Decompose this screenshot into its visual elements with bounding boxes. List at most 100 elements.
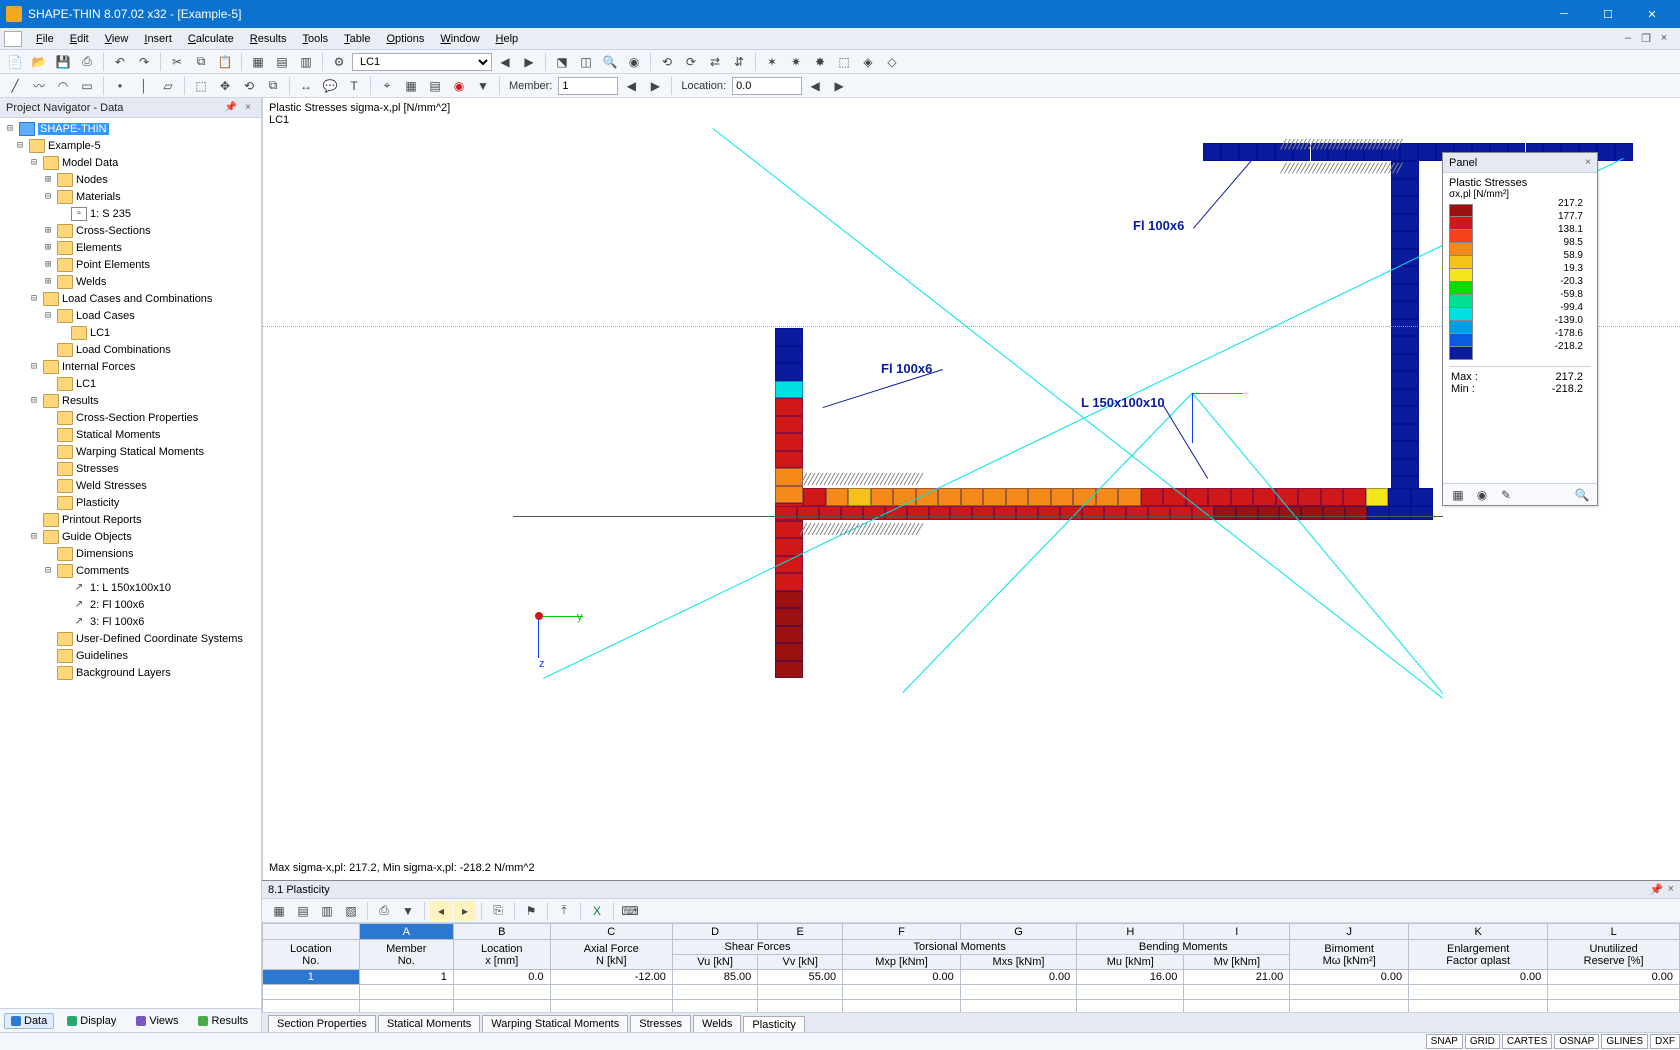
tree-node[interactable]: LC1 bbox=[0, 375, 261, 392]
legend-button[interactable]: ▼ bbox=[472, 76, 494, 96]
legend-foot-3-button[interactable]: ✎ bbox=[1495, 485, 1517, 505]
new-button[interactable]: 📄 bbox=[4, 52, 26, 72]
location-prev-button[interactable]: ◀ bbox=[804, 76, 826, 96]
saveall-button[interactable]: ⎙ bbox=[76, 52, 98, 72]
rotate-button[interactable]: ⟲ bbox=[238, 76, 260, 96]
tool-e-button[interactable]: ✶ bbox=[761, 52, 783, 72]
minimize-button[interactable]: ─ bbox=[1542, 0, 1586, 28]
grid-excel-button[interactable]: X bbox=[586, 901, 608, 921]
menu-options[interactable]: Options bbox=[378, 31, 432, 47]
app-menu-icon[interactable] bbox=[4, 31, 22, 47]
location-next-button[interactable]: ▶ bbox=[828, 76, 850, 96]
cut-button[interactable]: ✂ bbox=[166, 52, 188, 72]
tree-node[interactable]: Stresses bbox=[0, 460, 261, 477]
tree-node[interactable]: User-Defined Coordinate Systems bbox=[0, 630, 261, 647]
results-tab-welds[interactable]: Welds bbox=[693, 1015, 741, 1032]
grid-calc-button[interactable]: ⌨ bbox=[619, 901, 641, 921]
view-xy-button[interactable]: ⬔ bbox=[551, 52, 573, 72]
grid-t8-button[interactable]: ▸ bbox=[454, 901, 476, 921]
tree-node[interactable]: Printout Reports bbox=[0, 511, 261, 528]
move-button[interactable]: ✥ bbox=[214, 76, 236, 96]
results-close-icon[interactable]: × bbox=[1668, 883, 1674, 896]
nav-tab-views[interactable]: Views bbox=[129, 1013, 185, 1029]
tool-g-button[interactable]: ✸ bbox=[809, 52, 831, 72]
color-button[interactable]: ◉ bbox=[448, 76, 470, 96]
tree-node[interactable]: Warping Statical Moments bbox=[0, 443, 261, 460]
menu-calculate[interactable]: Calculate bbox=[180, 31, 242, 47]
tree-node[interactable]: ↗2: Fl 100x6 bbox=[0, 596, 261, 613]
pin-icon[interactable]: 📌 bbox=[221, 102, 241, 113]
draw-pline-button[interactable]: 〰 bbox=[28, 76, 50, 96]
lc-prev-button[interactable]: ◀ bbox=[494, 52, 516, 72]
wizard-button[interactable]: ⚙ bbox=[328, 52, 350, 72]
select-button[interactable]: ⬚ bbox=[190, 76, 212, 96]
comment-button[interactable]: 💬 bbox=[319, 76, 341, 96]
legend-foot-1-button[interactable]: ▦ bbox=[1447, 485, 1469, 505]
tree-node[interactable]: ↗1: L 150x100x10 bbox=[0, 579, 261, 596]
legend-title-bar[interactable]: Panel × bbox=[1443, 153, 1597, 173]
tree-node[interactable]: LC1 bbox=[0, 324, 261, 341]
paste-button[interactable]: 📋 bbox=[214, 52, 236, 72]
menu-insert[interactable]: Insert bbox=[136, 31, 180, 47]
tree-node[interactable]: Weld Stresses bbox=[0, 477, 261, 494]
navigator-button[interactable]: ▥ bbox=[295, 52, 317, 72]
member-prev-button[interactable]: ◀ bbox=[620, 76, 642, 96]
tree-node[interactable]: ⊟Load Cases bbox=[0, 307, 261, 324]
draw-surface-button[interactable]: ▱ bbox=[157, 76, 179, 96]
member-input[interactable] bbox=[558, 77, 618, 95]
save-button[interactable]: 💾 bbox=[52, 52, 74, 72]
grid-t4-button[interactable]: ▧ bbox=[340, 901, 362, 921]
mesh-button[interactable]: ▤ bbox=[424, 76, 446, 96]
grid-flag-button[interactable]: ⚑ bbox=[520, 901, 542, 921]
tree-node[interactable]: Guidelines bbox=[0, 647, 261, 664]
tree-node[interactable]: Load Combinations bbox=[0, 341, 261, 358]
draw-line-button[interactable]: ╱ bbox=[4, 76, 26, 96]
legend-close-icon[interactable]: × bbox=[1585, 157, 1591, 168]
draw-rect-button[interactable]: ▭ bbox=[76, 76, 98, 96]
tree-node[interactable]: ⊞Elements bbox=[0, 239, 261, 256]
snap-snap[interactable]: SNAP bbox=[1426, 1034, 1463, 1049]
legend-panel[interactable]: Panel × Plastic Stresses σx,pl [N/mm²] 2… bbox=[1442, 152, 1598, 506]
grid-t3-button[interactable]: ▥ bbox=[316, 901, 338, 921]
tree-node[interactable]: Statical Moments bbox=[0, 426, 261, 443]
redo-button[interactable]: ↷ bbox=[133, 52, 155, 72]
navigator-tree[interactable]: ⊟SHAPE-THIN⊟Example-5⊟Model Data⊞Nodes⊟M… bbox=[0, 118, 261, 1008]
menu-help[interactable]: Help bbox=[488, 31, 527, 47]
results-tab-warping-statical-moments[interactable]: Warping Statical Moments bbox=[482, 1015, 628, 1032]
tool-c-button[interactable]: ⇄ bbox=[704, 52, 726, 72]
tree-node[interactable]: ⊟Results bbox=[0, 392, 261, 409]
draw-node-button[interactable]: • bbox=[109, 76, 131, 96]
tree-node[interactable]: Background Layers bbox=[0, 664, 261, 681]
menu-view[interactable]: View bbox=[97, 31, 137, 47]
tool-b-button[interactable]: ⟳ bbox=[680, 52, 702, 72]
grid-top-button[interactable]: ⤒ bbox=[553, 901, 575, 921]
tree-node[interactable]: ⊟Internal Forces bbox=[0, 358, 261, 375]
tree-node[interactable]: Dimensions bbox=[0, 545, 261, 562]
tree-node[interactable]: ⊞Nodes bbox=[0, 171, 261, 188]
menu-results[interactable]: Results bbox=[242, 31, 295, 47]
tree-node[interactable]: ⊞Cross-Sections bbox=[0, 222, 261, 239]
undo-button[interactable]: ↶ bbox=[109, 52, 131, 72]
tree-node[interactable]: ⊞Welds bbox=[0, 273, 261, 290]
member-next-button[interactable]: ▶ bbox=[644, 76, 666, 96]
mdi-restore-icon[interactable]: ❐ bbox=[1638, 32, 1654, 45]
snap-dxf[interactable]: DXF bbox=[1650, 1034, 1680, 1049]
menu-file[interactable]: File bbox=[28, 31, 62, 47]
open-button[interactable]: 📂 bbox=[28, 52, 50, 72]
tree-node[interactable]: Plasticity bbox=[0, 494, 261, 511]
menu-tools[interactable]: Tools bbox=[294, 31, 336, 47]
tree-node[interactable]: ⊟Model Data bbox=[0, 154, 261, 171]
tree-node[interactable]: ⊟Comments bbox=[0, 562, 261, 579]
cs-button[interactable]: ⌖ bbox=[376, 76, 398, 96]
snap-cartes[interactable]: CARTES bbox=[1502, 1034, 1552, 1049]
render-button[interactable]: ◉ bbox=[623, 52, 645, 72]
table-button[interactable]: ▤ bbox=[271, 52, 293, 72]
results-tab-plasticity[interactable]: Plasticity bbox=[743, 1016, 804, 1033]
navigator-close-icon[interactable]: × bbox=[241, 102, 255, 113]
nav-tab-display[interactable]: Display bbox=[60, 1013, 123, 1029]
grid-t2-button[interactable]: ▤ bbox=[292, 901, 314, 921]
results-tab-statical-moments[interactable]: Statical Moments bbox=[378, 1015, 480, 1032]
tree-node[interactable]: ⊟Materials bbox=[0, 188, 261, 205]
tree-node[interactable]: ⊟Guide Objects bbox=[0, 528, 261, 545]
snap-grid[interactable]: GRID bbox=[1465, 1034, 1500, 1049]
